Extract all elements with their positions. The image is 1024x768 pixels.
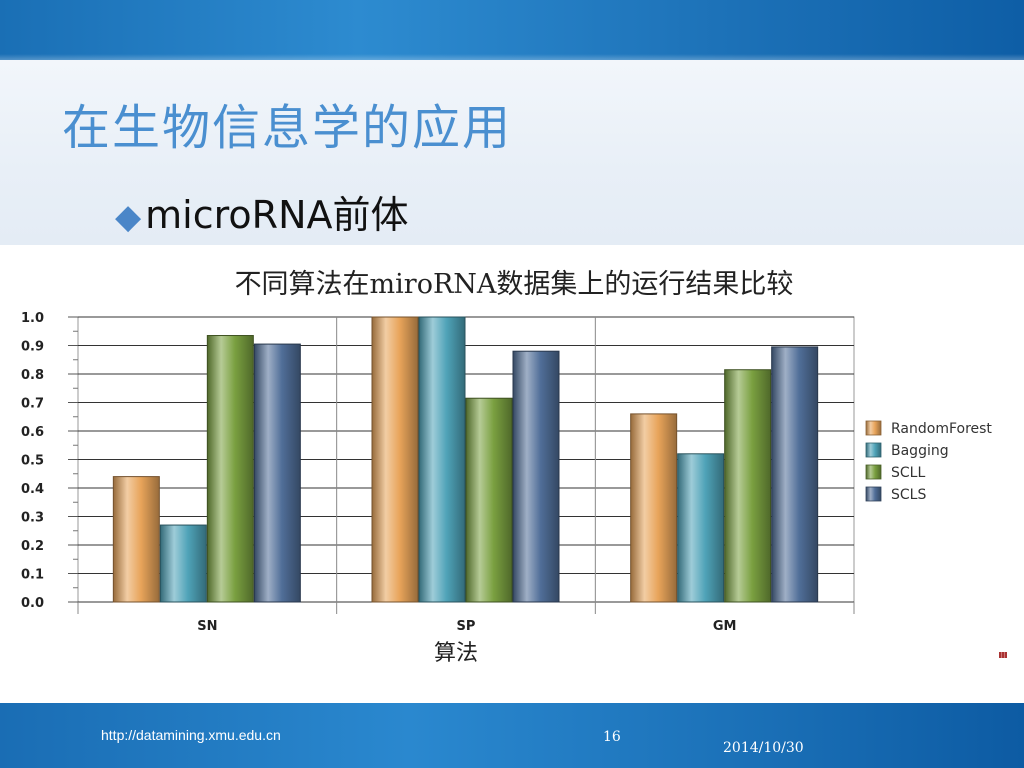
legend-label: SCLS bbox=[891, 487, 926, 503]
bar-RandomForest-GM bbox=[630, 413, 678, 603]
bar-SCLS-SP bbox=[512, 350, 560, 603]
chart-title: 不同算法在miroRNA数据集上的运行结果比较 bbox=[234, 269, 794, 300]
bar-SCLS-SN bbox=[253, 343, 301, 603]
bar-SCLL-GM bbox=[724, 369, 772, 603]
bar-SCLS-GM bbox=[771, 346, 819, 603]
legend-label: RandomForest bbox=[891, 421, 992, 437]
title-area bbox=[0, 60, 1024, 245]
bar-SCLL-SP bbox=[465, 397, 513, 603]
y-tick-label: 0.0 bbox=[21, 596, 44, 611]
footer-band bbox=[0, 703, 1024, 768]
y-tick-label: 0.8 bbox=[21, 368, 44, 383]
legend-swatch bbox=[865, 420, 882, 436]
diamond-bullet-icon: ◆ bbox=[115, 197, 142, 237]
bar-Bagging-SP bbox=[418, 316, 466, 603]
legend-swatch bbox=[865, 442, 882, 458]
x-axis-label: 算法 bbox=[434, 641, 478, 666]
y-tick-label: 1.0 bbox=[21, 311, 44, 326]
page-number: 16 bbox=[603, 729, 621, 745]
legend-label: SCLL bbox=[891, 465, 925, 481]
y-tick-label: 0.3 bbox=[21, 511, 44, 526]
legend-swatch bbox=[865, 464, 882, 480]
legend-swatch bbox=[865, 486, 882, 502]
y-tick-label: 0.1 bbox=[21, 568, 44, 583]
slide-title: 在生物信息学的应用 bbox=[62, 100, 513, 156]
bar-Bagging-SN bbox=[159, 524, 207, 603]
bar-SCLL-SN bbox=[206, 335, 254, 603]
y-tick-label: 0.6 bbox=[21, 425, 44, 440]
bullet-item: ◆ microRNA前体 bbox=[115, 184, 409, 239]
footer-date: 2014/10/30 bbox=[723, 740, 804, 756]
bullet-text: microRNA前体 bbox=[145, 193, 409, 237]
legend-label: Bagging bbox=[891, 443, 949, 459]
y-tick-label: 0.2 bbox=[21, 539, 44, 554]
resize-grip-icon bbox=[999, 652, 1007, 658]
x-tick-label: GM bbox=[713, 619, 737, 634]
bar-RandomForest-SN bbox=[112, 476, 160, 603]
x-tick-label: SN bbox=[197, 619, 217, 634]
bar-Bagging-GM bbox=[677, 453, 725, 603]
y-tick-label: 0.9 bbox=[21, 340, 44, 355]
x-tick-label: SP bbox=[457, 619, 476, 634]
y-tick-label: 0.5 bbox=[21, 454, 44, 469]
header-band bbox=[0, 0, 1024, 60]
bar-RandomForest-SP bbox=[371, 316, 419, 603]
footer-url: http://datamining.xmu.edu.cn bbox=[101, 727, 281, 743]
y-tick-label: 0.7 bbox=[21, 397, 44, 412]
y-tick-label: 0.4 bbox=[21, 482, 44, 497]
